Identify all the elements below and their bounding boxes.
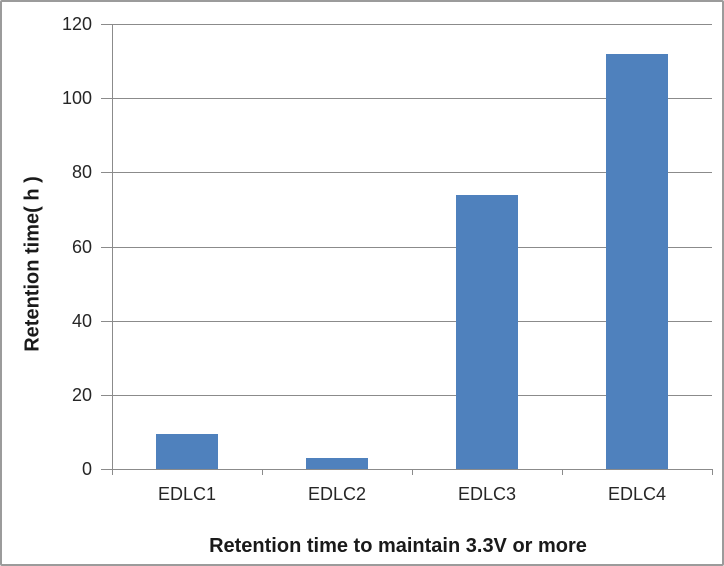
gridline-100 (112, 98, 712, 99)
y-tick-80 (101, 172, 112, 173)
y-tick-label-100: 100 (61, 88, 92, 108)
y-tick-120 (101, 24, 112, 25)
x-tick-2 (412, 469, 413, 475)
gridline-40 (112, 321, 712, 322)
chart-title: Retention time to maintain 3.3V or more (209, 535, 587, 557)
y-tick-40 (101, 321, 112, 322)
y-tick-100 (101, 98, 112, 99)
bar-edlc3 (456, 195, 518, 469)
bar-edlc2 (306, 458, 368, 469)
bar-edlc1 (156, 434, 218, 469)
y-tick-60 (101, 247, 112, 248)
y-tick-label-120: 120 (61, 14, 92, 34)
gridline-120 (112, 24, 712, 25)
y-tick-label-60: 60 (71, 237, 92, 257)
gridline-60 (112, 247, 712, 248)
x-category-label-edlc3: EDLC3 (457, 484, 517, 504)
y-tick-20 (101, 395, 112, 396)
y-tick-0 (101, 469, 112, 470)
x-tick-1 (262, 469, 263, 475)
gridline-20 (112, 395, 712, 396)
y-tick-label-40: 40 (71, 311, 92, 331)
x-category-label-edlc4: EDLC4 (607, 484, 667, 504)
bar-edlc4 (606, 54, 668, 469)
y-axis-title: Retention time( h ) (21, 176, 44, 352)
x-category-label-edlc2: EDLC2 (307, 484, 367, 504)
y-tick-label-0: 0 (81, 459, 92, 479)
x-tick-3 (562, 469, 563, 475)
gridline-80 (112, 172, 712, 173)
x-axis-line (112, 469, 712, 470)
x-tick-4 (712, 469, 713, 475)
y-axis-line (112, 24, 113, 475)
x-category-label-edlc1: EDLC1 (157, 484, 217, 504)
y-tick-label-20: 20 (71, 385, 92, 405)
y-tick-label-80: 80 (71, 162, 92, 182)
